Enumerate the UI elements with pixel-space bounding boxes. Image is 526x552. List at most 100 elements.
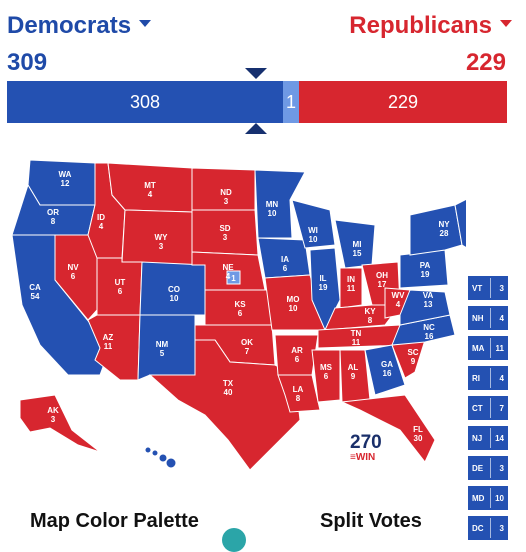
state-label-mt: MT 4 bbox=[144, 181, 156, 199]
small-state-votes: 14 bbox=[495, 434, 504, 443]
state-label-nm: NM 5 bbox=[156, 340, 169, 358]
state-mn[interactable] bbox=[254, 169, 306, 239]
ne-split-box[interactable] bbox=[226, 270, 241, 285]
map-color-palette-heading: Map Color Palette bbox=[30, 510, 199, 532]
270towin-logo[interactable]: 270 ≡WIN bbox=[350, 433, 382, 463]
bar-segment-split: 1 bbox=[283, 81, 299, 123]
state-label-il: IL 19 bbox=[319, 274, 328, 292]
state-label-az: AZ 11 bbox=[103, 333, 114, 351]
small-state-dc[interactable]: DC 3 bbox=[468, 516, 508, 540]
small-state-votes: 4 bbox=[499, 374, 504, 383]
ne-split-value: 1 bbox=[231, 274, 236, 283]
small-state-votes: 4 bbox=[499, 314, 504, 323]
small-state-votes: 3 bbox=[499, 464, 504, 473]
state-ms[interactable] bbox=[311, 349, 341, 403]
republicans-dropdown[interactable]: Republicans bbox=[349, 12, 512, 40]
state-labels: WA 12 OR 8 CA 54 NV 6 ID 4 MT 4 WY 3 UT 6 AZ 11 CO 10 NM 5 ND 3… bbox=[29, 170, 450, 473]
small-state-abbr: RI bbox=[472, 374, 480, 383]
floating-action-button[interactable] bbox=[222, 528, 246, 552]
state-label-al: AL 9 bbox=[348, 363, 359, 381]
bar-segment-republicans: 229 bbox=[299, 81, 507, 123]
threshold-marker-bottom bbox=[245, 123, 267, 134]
state-label-nv: NV 6 bbox=[67, 263, 79, 281]
state-in[interactable] bbox=[339, 267, 363, 309]
state-label-sc: SC 9 bbox=[407, 348, 418, 366]
small-state-votes: 7 bbox=[499, 404, 504, 413]
small-state-votes: 3 bbox=[499, 284, 504, 293]
small-state-abbr: VT bbox=[472, 284, 483, 293]
state-label-ok: OK 7 bbox=[241, 338, 253, 356]
republicans-label: Republicans bbox=[349, 12, 492, 39]
state-label-ny: NY 28 bbox=[438, 220, 450, 238]
chevron-down-icon bbox=[500, 20, 512, 28]
state-label-ar: AR 6 bbox=[291, 346, 303, 364]
state-fl[interactable] bbox=[340, 394, 436, 463]
state-wv[interactable] bbox=[384, 287, 411, 319]
small-state-votes: 3 bbox=[499, 524, 504, 533]
state-new-england[interactable] bbox=[454, 195, 466, 250]
small-state-abbr: CT bbox=[472, 404, 483, 413]
state-wi[interactable] bbox=[291, 199, 336, 249]
state-label-ca: CA 54 bbox=[29, 283, 41, 301]
state-label-ks: KS 6 bbox=[234, 300, 246, 318]
state-label-ia: IA 6 bbox=[281, 255, 289, 273]
state-label-hi: HI 4 bbox=[149, 455, 157, 473]
small-state-vt[interactable]: VT 3 bbox=[468, 276, 508, 300]
state-label-oh: OH 17 bbox=[376, 271, 388, 289]
state-label-mn: MN 10 bbox=[266, 200, 279, 218]
chevron-down-icon bbox=[139, 20, 152, 28]
state-label-nc: NC 16 bbox=[423, 323, 435, 341]
state-label-ga: GA 16 bbox=[381, 360, 393, 378]
state-ak[interactable] bbox=[19, 394, 101, 453]
state-label-ak: AK 3 bbox=[47, 406, 59, 424]
state-label-la: LA 8 bbox=[293, 385, 304, 403]
state-label-tx: TX 40 bbox=[223, 379, 234, 397]
state-label-co: CO 10 bbox=[168, 285, 180, 303]
small-state-ct[interactable]: CT 7 bbox=[468, 396, 508, 420]
small-state-abbr: NH bbox=[472, 314, 484, 323]
small-state-votes: 11 bbox=[495, 344, 504, 353]
state-label-mi: MI 15 bbox=[353, 240, 362, 258]
state-label-tn: TN 11 bbox=[351, 329, 362, 347]
state-label-wy: WY 3 bbox=[155, 233, 169, 251]
small-state-ma[interactable]: MA 11 bbox=[468, 336, 508, 360]
state-label-mo: MO 10 bbox=[287, 295, 300, 313]
democrats-label: Democrats bbox=[7, 12, 132, 39]
state-label-wv: WV 4 bbox=[392, 291, 406, 309]
state-label-or: OR 8 bbox=[47, 208, 59, 226]
state-label-ms: MS 6 bbox=[320, 363, 333, 381]
us-electoral-map[interactable]: WA 12 OR 8 CA 54 NV 6 ID 4 MT 4 WY 3 UT 6 AZ 11 CO 10 NM 5 ND 3… bbox=[0, 140, 466, 475]
state-la[interactable] bbox=[277, 374, 321, 413]
democrats-total: 309 bbox=[7, 49, 48, 76]
state-label-wa: WA 12 bbox=[59, 170, 72, 188]
state-tx[interactable] bbox=[148, 339, 301, 471]
small-state-de[interactable]: DE 3 bbox=[468, 456, 508, 480]
state-label-in: IN 11 bbox=[347, 275, 356, 293]
state-ga[interactable] bbox=[364, 344, 406, 396]
state-hi[interactable] bbox=[144, 446, 177, 469]
small-state-md[interactable]: MD 10 bbox=[468, 486, 508, 510]
small-state-abbr: NJ bbox=[472, 434, 483, 443]
small-state-abbr: DE bbox=[472, 464, 484, 473]
democrats-dropdown[interactable]: Democrats bbox=[7, 12, 152, 40]
state-label-sd: SD 3 bbox=[219, 224, 230, 242]
state-label-ut: UT 6 bbox=[115, 278, 126, 296]
small-states-list: VT 3 NH 4 MA 11 RI 4 CT 7 NJ 14 DE 3 MD 10 DC 3 bbox=[468, 276, 508, 546]
state-label-va: VA 13 bbox=[423, 291, 434, 309]
small-state-abbr: DC bbox=[472, 524, 484, 533]
logo-number: 270 bbox=[350, 432, 382, 453]
state-label-ky: KY 8 bbox=[364, 307, 376, 325]
state-label-nd: ND 3 bbox=[220, 188, 232, 206]
state-label-ne: NE 4 bbox=[222, 263, 234, 281]
small-state-nj[interactable]: NJ 14 bbox=[468, 426, 508, 450]
small-state-nh[interactable]: NH 4 bbox=[468, 306, 508, 330]
state-ny[interactable] bbox=[409, 204, 463, 256]
small-state-abbr: MD bbox=[472, 494, 485, 503]
state-az[interactable] bbox=[87, 314, 141, 381]
state-label-wi: WI 10 bbox=[308, 226, 318, 244]
state-label-id: ID 4 bbox=[97, 213, 105, 231]
republicans-total: 229 bbox=[465, 49, 506, 76]
electoral-vote-bar: 308 1 229 bbox=[7, 81, 507, 123]
bar-segment-democrats: 308 bbox=[7, 81, 283, 123]
small-state-ri[interactable]: RI 4 bbox=[468, 366, 508, 390]
